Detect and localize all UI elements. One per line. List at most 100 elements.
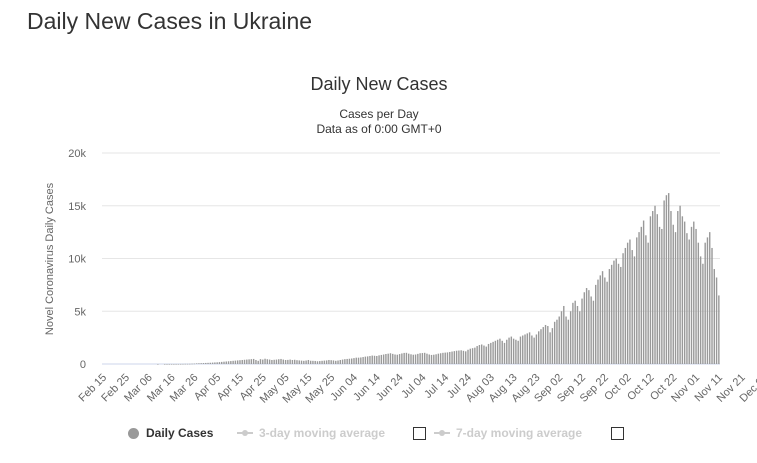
bar[interactable] bbox=[667, 193, 670, 364]
bar[interactable] bbox=[186, 363, 189, 365]
bar[interactable] bbox=[243, 359, 246, 364]
bar[interactable] bbox=[392, 353, 394, 364]
bar[interactable] bbox=[494, 340, 497, 364]
bar[interactable] bbox=[321, 360, 323, 364]
bar[interactable] bbox=[661, 228, 663, 364]
bar[interactable] bbox=[328, 359, 330, 364]
bar[interactable] bbox=[446, 352, 449, 364]
bar[interactable] bbox=[572, 302, 574, 364]
bar[interactable] bbox=[718, 295, 720, 364]
bar[interactable] bbox=[672, 224, 674, 364]
bar[interactable] bbox=[563, 305, 565, 364]
bar[interactable] bbox=[309, 360, 312, 364]
bar[interactable] bbox=[175, 363, 177, 365]
bar[interactable] bbox=[221, 361, 223, 364]
bar[interactable] bbox=[168, 363, 170, 365]
bar[interactable] bbox=[533, 337, 535, 365]
bar[interactable] bbox=[216, 362, 218, 364]
bar[interactable] bbox=[246, 359, 248, 364]
bar[interactable] bbox=[633, 256, 636, 364]
bar[interactable] bbox=[394, 354, 396, 365]
bar[interactable] bbox=[515, 339, 517, 364]
bar[interactable] bbox=[179, 363, 182, 365]
bar[interactable] bbox=[300, 360, 303, 364]
bar[interactable] bbox=[230, 361, 232, 364]
bar[interactable] bbox=[316, 361, 319, 364]
bar[interactable] bbox=[248, 359, 250, 364]
bar[interactable] bbox=[588, 290, 590, 364]
bar[interactable] bbox=[278, 359, 280, 364]
bar[interactable] bbox=[389, 353, 392, 364]
bar[interactable] bbox=[341, 359, 344, 364]
bar[interactable] bbox=[704, 242, 706, 364]
bar[interactable] bbox=[289, 359, 291, 364]
bar[interactable] bbox=[364, 356, 367, 364]
bar[interactable] bbox=[592, 300, 595, 364]
bar[interactable] bbox=[170, 363, 173, 365]
bar[interactable] bbox=[207, 362, 209, 364]
bar[interactable] bbox=[449, 351, 451, 364]
bar[interactable] bbox=[369, 355, 371, 364]
bar[interactable] bbox=[642, 220, 645, 364]
legend-checkbox-3-day-average[interactable] bbox=[413, 427, 426, 440]
bar[interactable] bbox=[709, 232, 711, 365]
bar[interactable] bbox=[218, 362, 221, 364]
bar[interactable] bbox=[177, 363, 180, 365]
bar[interactable] bbox=[444, 352, 446, 364]
bar[interactable] bbox=[191, 363, 193, 365]
bar[interactable] bbox=[658, 226, 661, 364]
bar[interactable] bbox=[512, 338, 515, 364]
bar[interactable] bbox=[683, 221, 686, 364]
bar[interactable] bbox=[455, 350, 458, 364]
bar[interactable] bbox=[173, 363, 175, 365]
bar[interactable] bbox=[157, 363, 159, 365]
bar[interactable] bbox=[471, 348, 474, 364]
bar[interactable] bbox=[686, 233, 688, 364]
bar[interactable] bbox=[227, 361, 230, 364]
bar[interactable] bbox=[410, 354, 412, 364]
bar[interactable] bbox=[241, 359, 243, 364]
bar[interactable] bbox=[506, 339, 508, 364]
bar[interactable] bbox=[496, 339, 499, 364]
bar[interactable] bbox=[629, 239, 631, 364]
legend-item-daily-cases[interactable]: Daily Cases bbox=[128, 426, 213, 440]
bar[interactable] bbox=[597, 279, 599, 364]
bar[interactable] bbox=[337, 360, 339, 364]
bar[interactable] bbox=[487, 343, 490, 364]
bar[interactable] bbox=[408, 353, 410, 364]
bar[interactable] bbox=[205, 362, 207, 364]
bar[interactable] bbox=[184, 363, 186, 365]
bar[interactable] bbox=[378, 355, 380, 364]
bar[interactable] bbox=[437, 353, 440, 364]
bar[interactable] bbox=[469, 348, 471, 364]
bar[interactable] bbox=[681, 216, 684, 364]
bar[interactable] bbox=[339, 359, 342, 364]
bar[interactable] bbox=[665, 195, 668, 364]
bar[interactable] bbox=[380, 354, 383, 364]
bar[interactable] bbox=[453, 351, 456, 364]
bar[interactable] bbox=[335, 360, 337, 364]
bar[interactable] bbox=[225, 361, 227, 364]
bar[interactable] bbox=[647, 242, 649, 364]
bar[interactable] bbox=[620, 266, 622, 364]
bar[interactable] bbox=[387, 353, 389, 364]
bar[interactable] bbox=[403, 352, 405, 364]
bar[interactable] bbox=[697, 242, 700, 364]
bar[interactable] bbox=[540, 329, 542, 364]
bar[interactable] bbox=[439, 353, 442, 364]
bar[interactable] bbox=[264, 358, 266, 364]
bar[interactable] bbox=[547, 326, 549, 364]
bar[interactable] bbox=[599, 275, 601, 364]
bar[interactable] bbox=[382, 354, 385, 365]
bar[interactable] bbox=[501, 340, 503, 364]
bar[interactable] bbox=[262, 359, 264, 364]
bar[interactable] bbox=[508, 337, 510, 365]
bar[interactable] bbox=[528, 332, 531, 364]
bar[interactable] bbox=[567, 319, 570, 364]
bar[interactable] bbox=[305, 360, 307, 364]
bar[interactable] bbox=[348, 358, 351, 364]
bar[interactable] bbox=[257, 360, 259, 364]
bar[interactable] bbox=[585, 288, 588, 364]
bar[interactable] bbox=[330, 360, 332, 364]
bar[interactable] bbox=[284, 359, 287, 364]
